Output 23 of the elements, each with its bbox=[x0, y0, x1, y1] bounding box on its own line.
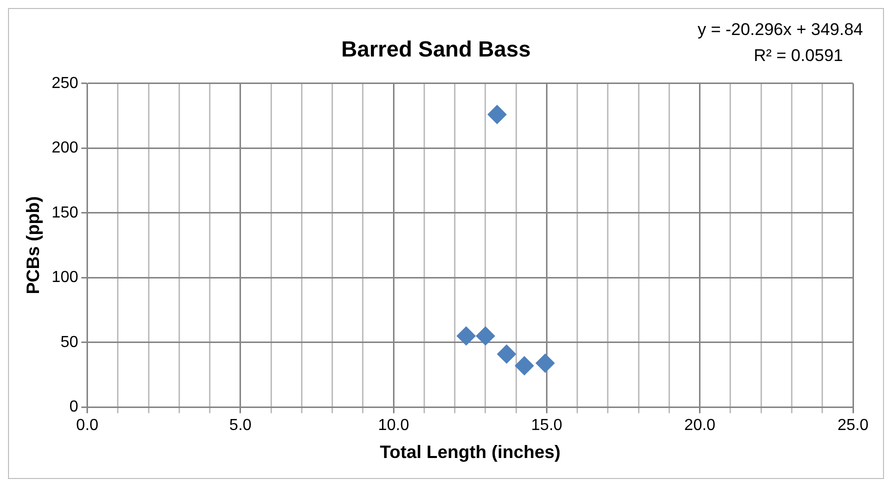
chart-title: Barred Sand Bass bbox=[341, 36, 531, 62]
x-tick-label: 10.0 bbox=[378, 417, 410, 434]
y-tick-label: 100 bbox=[52, 269, 78, 286]
y-tick-label: 200 bbox=[52, 140, 78, 157]
x-tick-label: 20.0 bbox=[684, 417, 716, 434]
point bbox=[456, 326, 476, 346]
x-tick-label: 0.0 bbox=[76, 417, 99, 434]
text: R² = 0.0591 bbox=[752, 45, 844, 67]
x-axis-title: Total Length (inches) bbox=[380, 442, 560, 462]
y-axis-title: PCBs (ppb) bbox=[22, 196, 43, 294]
x-tick-label: 15.0 bbox=[531, 417, 562, 434]
y-tick-label: 50 bbox=[60, 334, 78, 351]
point bbox=[536, 354, 555, 373]
y-tick-label: 0 bbox=[69, 398, 78, 416]
y-tick-label: 150 bbox=[52, 204, 78, 222]
point bbox=[497, 344, 516, 364]
point bbox=[488, 104, 507, 124]
text: y = -20.296x + 349.84 bbox=[698, 19, 863, 41]
point bbox=[476, 326, 495, 346]
x-tick-label: 5.0 bbox=[229, 417, 252, 434]
point bbox=[514, 356, 534, 376]
x-tick-label: 25.0 bbox=[837, 417, 869, 434]
y-tick-label: 250 bbox=[52, 74, 78, 92]
